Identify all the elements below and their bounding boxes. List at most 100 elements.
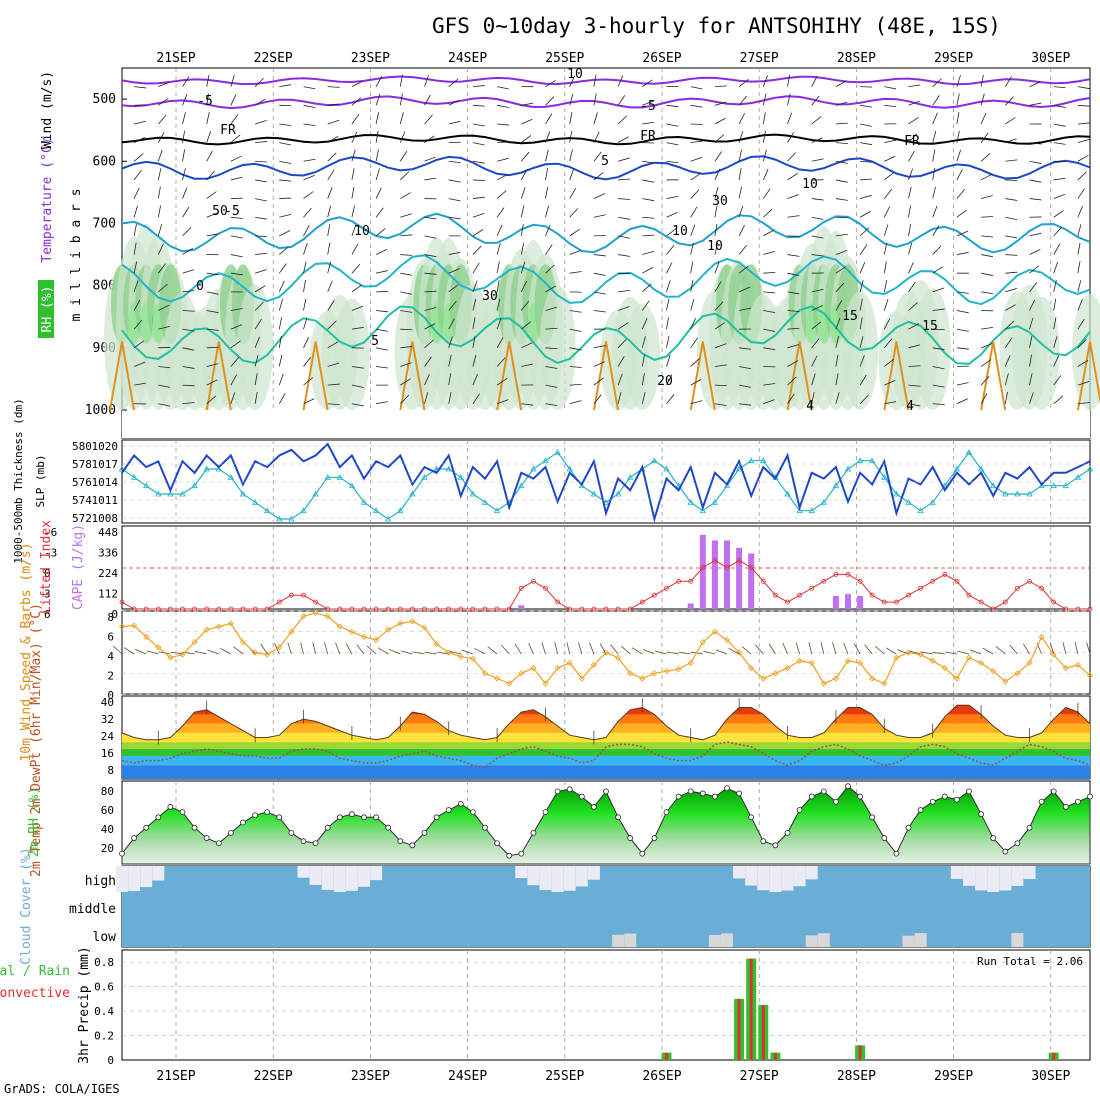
li-label: Lifted Index	[39, 520, 54, 614]
wind-barb	[303, 336, 310, 348]
wind-barb	[448, 318, 455, 330]
wind-barb	[230, 114, 239, 125]
rh-marker	[155, 814, 162, 821]
wind-barb	[351, 224, 357, 237]
wind-barb	[206, 272, 219, 276]
wind-barb	[255, 179, 268, 183]
wind-barb	[642, 198, 655, 202]
rh-marker	[675, 793, 682, 800]
wind-barb	[811, 235, 824, 239]
wind-barb	[666, 298, 670, 311]
wind-barb	[763, 208, 773, 218]
cloud-background	[122, 866, 1090, 947]
date-label-top: 26SEP	[642, 51, 681, 66]
wind-barb	[908, 281, 916, 293]
rh-marker	[639, 850, 646, 857]
wind-barb	[230, 340, 241, 349]
rh-marker	[518, 850, 525, 857]
wind-barb	[738, 286, 751, 293]
cloud-high-block	[321, 866, 334, 890]
wind-barb	[254, 98, 266, 106]
rh-marker	[736, 790, 742, 797]
wind-barb	[182, 94, 188, 106]
contour-label: 15	[842, 309, 858, 324]
wind-barb-10m	[566, 642, 571, 655]
wind-barb	[883, 224, 889, 237]
wind-barb-10m	[389, 649, 401, 655]
wind-barb	[738, 244, 747, 255]
wind-barb	[520, 187, 526, 199]
rh-marker	[119, 850, 125, 857]
wind-barb	[1077, 280, 1082, 292]
wind-barb	[666, 354, 671, 367]
wind-barb	[182, 168, 186, 181]
wind-barb	[133, 361, 146, 367]
wind-barb	[642, 79, 653, 87]
rh-marker	[179, 809, 186, 816]
wind-barb	[545, 264, 555, 274]
wind-barb	[593, 310, 606, 313]
wind-barb	[593, 93, 597, 106]
wind-barb	[738, 225, 745, 237]
wind-barb	[908, 262, 914, 274]
wind-barb	[666, 394, 675, 405]
wind-barb	[520, 169, 528, 181]
wind-barb	[859, 317, 863, 330]
wind-barb	[763, 271, 776, 274]
li-marker	[1039, 585, 1044, 591]
wind-barb	[520, 300, 530, 311]
wind-barb	[642, 100, 654, 106]
wind-barb	[206, 74, 210, 87]
wind-barb	[1053, 280, 1057, 292]
thickness-tick-label: 578	[72, 458, 92, 471]
wind-barb	[182, 206, 190, 218]
rh-marker	[336, 814, 343, 821]
wind-barb	[472, 85, 485, 88]
wind-barb	[811, 373, 816, 386]
li-marker	[954, 578, 960, 584]
wind-barb-10m	[1009, 644, 1018, 655]
rh-marker	[772, 842, 779, 849]
wind-barb-10m	[610, 644, 619, 655]
wind-barb	[714, 364, 727, 367]
wind-barb	[400, 291, 413, 295]
wind-barb	[521, 342, 533, 349]
wind-barb	[932, 403, 945, 406]
slp-tick-label: 1020	[92, 440, 119, 453]
cloud-high-block	[333, 866, 346, 892]
wind-barb	[1077, 171, 1087, 181]
temperature-label: Temperature (°C)	[40, 137, 55, 262]
rh-light-area	[1072, 294, 1100, 410]
wind-barb	[472, 262, 480, 274]
wind-barb	[642, 283, 652, 293]
panel-frame-7	[121, 949, 1091, 1061]
contour-label: 0	[196, 279, 204, 294]
wind-barb	[279, 84, 292, 88]
wind-barb	[424, 307, 437, 311]
wind-barb	[1053, 243, 1060, 255]
wind-barb	[1029, 317, 1034, 330]
wind-marker	[239, 639, 247, 646]
wind-barb	[157, 131, 165, 143]
wind-barb	[472, 179, 485, 181]
wind-barb	[448, 354, 452, 367]
wind-barb-10m	[995, 646, 1006, 655]
cloud-high-block	[999, 866, 1012, 891]
wind-barb	[279, 246, 289, 255]
cloud-high-block	[1011, 866, 1024, 886]
wind-barb	[157, 263, 166, 274]
wind-barb	[230, 134, 241, 143]
wind-marker	[1038, 633, 1045, 641]
wind-barb-10m	[715, 649, 728, 655]
slp-line	[121, 442, 1091, 523]
wind-barb	[448, 284, 459, 293]
wind-barb	[956, 291, 969, 294]
wind-barb	[351, 131, 358, 143]
rh-marker	[1002, 848, 1009, 855]
wind-barb	[278, 335, 282, 348]
wind-barb	[375, 130, 379, 143]
wind-barb	[303, 158, 316, 162]
wind-barb	[1005, 216, 1018, 221]
wind-barb	[206, 191, 217, 199]
thickness-marker	[675, 482, 682, 489]
